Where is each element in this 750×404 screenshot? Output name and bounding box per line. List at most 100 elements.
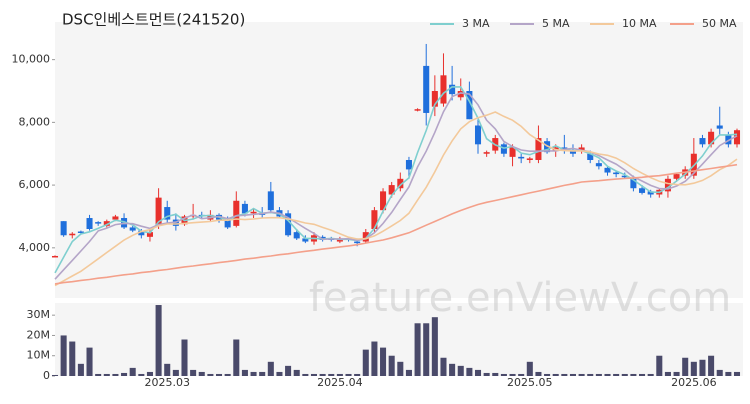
candle-body — [518, 156, 525, 159]
candle-body — [164, 207, 171, 220]
legend-label: 3 MA — [462, 17, 490, 30]
volume-bar — [595, 373, 602, 376]
volume-bar — [336, 373, 343, 376]
volume-bar — [207, 373, 214, 376]
volume-bar — [664, 371, 671, 376]
volume-bar — [492, 372, 499, 376]
volume-bar — [621, 373, 628, 376]
volume-bar — [310, 373, 318, 376]
legend-label: 50 MA — [702, 17, 737, 30]
volume-bar — [224, 373, 231, 376]
volume-bar — [302, 373, 309, 376]
candle-body — [664, 178, 671, 192]
candle-body — [431, 91, 438, 107]
volume-bar — [440, 357, 447, 376]
volume-bar — [138, 373, 145, 376]
volume-bar — [112, 373, 119, 376]
volume-bar — [250, 371, 257, 376]
volume-bar — [647, 373, 654, 376]
candle-body — [613, 172, 620, 175]
candle-body — [440, 75, 447, 104]
candle-body — [509, 147, 516, 157]
candle-body — [535, 138, 542, 160]
candle-body — [285, 213, 292, 236]
volume-bar — [155, 305, 162, 376]
x-tick-label: 2025.06 — [671, 376, 717, 389]
candle-body — [354, 241, 361, 244]
volume-bar — [561, 373, 568, 376]
candle-body — [621, 175, 628, 178]
candle-body — [733, 130, 741, 145]
candle-body — [112, 216, 119, 220]
volume-bar — [466, 367, 473, 376]
volume-bar — [121, 372, 128, 376]
candle-body — [86, 218, 93, 229]
volume-bar — [604, 373, 611, 376]
volume-bar — [639, 373, 646, 376]
volume-bar — [613, 373, 620, 376]
candle-body — [449, 84, 456, 95]
candle-body — [302, 238, 309, 242]
volume-bar — [449, 363, 456, 376]
candle-body — [630, 178, 637, 189]
volume-bar — [483, 372, 490, 376]
volume-bar — [544, 373, 551, 376]
volume-bar — [552, 373, 559, 376]
volume-bar — [388, 355, 395, 376]
candle-body — [397, 178, 404, 189]
candle-body — [388, 185, 395, 195]
candle-body — [77, 231, 84, 234]
candle-body — [362, 232, 369, 242]
candle-body — [60, 221, 67, 236]
candle-body — [95, 222, 102, 224]
ma-line — [54, 163, 738, 285]
volume-bar — [682, 357, 689, 376]
candle-body — [380, 191, 387, 211]
candle-body — [51, 255, 59, 258]
candle-body — [483, 152, 490, 154]
volume-bar — [431, 317, 438, 376]
x-tick-label: 2025.04 — [317, 376, 363, 389]
candle-body — [725, 134, 732, 145]
volume-bar — [500, 373, 507, 376]
volume-bar — [86, 347, 93, 376]
y-tick-label: 6,000 — [19, 178, 51, 191]
candle-body — [604, 167, 611, 173]
volume-bar — [708, 355, 715, 376]
volume-bar — [241, 369, 248, 376]
volume-y-tick-label: 10M — [27, 349, 51, 362]
y-tick-label: 4,000 — [19, 241, 51, 254]
volume-bar — [293, 369, 300, 376]
volume-bar — [578, 373, 585, 376]
candle-body — [466, 91, 473, 120]
candle-body — [526, 158, 533, 160]
volume-bar — [535, 371, 542, 376]
volume-bar — [656, 355, 663, 376]
candle-body — [708, 131, 715, 145]
volume-bar — [172, 369, 179, 376]
legend-label: 10 MA — [622, 17, 657, 30]
volume-bar — [725, 371, 732, 376]
candle-body — [699, 138, 706, 145]
volume-bar — [285, 365, 292, 376]
candle-body — [241, 203, 248, 214]
volume-bar — [198, 371, 205, 376]
candle-body — [293, 232, 300, 239]
volume-bar — [405, 369, 412, 376]
volume-bar — [354, 373, 361, 376]
candle-body — [587, 153, 594, 160]
volume-bar — [716, 369, 723, 376]
candle-body — [423, 65, 430, 113]
candle-body — [233, 200, 240, 226]
volume-bar — [414, 323, 421, 376]
volume-bar — [362, 349, 369, 376]
price-panel — [55, 22, 743, 298]
volume-bar — [77, 363, 84, 376]
volume-bar — [587, 373, 594, 376]
volume-bar — [69, 341, 76, 376]
volume-bar — [569, 373, 576, 376]
volume-bar — [267, 361, 274, 376]
candle-body — [474, 125, 482, 145]
volume-bar — [319, 373, 326, 376]
